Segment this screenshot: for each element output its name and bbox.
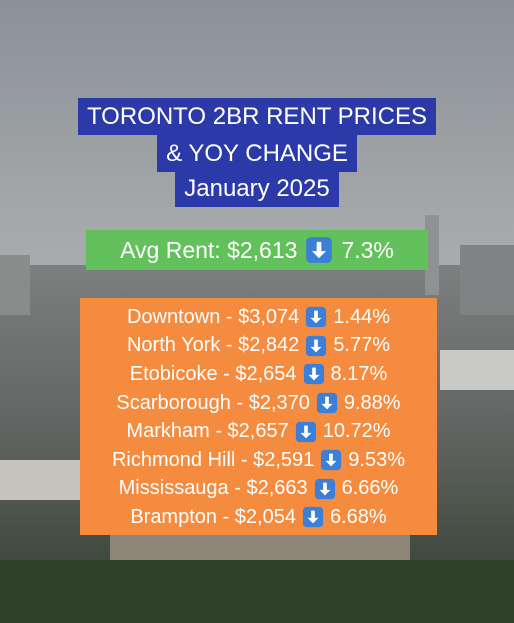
icon-arrow (319, 482, 331, 496)
icon-arrow (310, 339, 322, 353)
title-text: January 2025 (175, 170, 339, 207)
region-change: 8.17% (330, 362, 388, 385)
region-label: Downtown - $3,074 (126, 305, 300, 328)
trees (0, 560, 514, 623)
icon-arrow (321, 396, 333, 410)
region-row: Mississauga - $2,663 6.66% (80, 475, 437, 504)
building (0, 460, 80, 500)
average-banner: Avg Rent: $2,613 7.3% (86, 230, 428, 270)
building (425, 215, 439, 295)
icon-arrow (307, 511, 319, 524)
region-change: 9.88% (343, 391, 401, 414)
average-change: 7.3% (341, 236, 394, 263)
region-row: Scarborough - $2,370 9.88% (80, 389, 437, 418)
icon-arrow (312, 241, 327, 259)
down-arrow-icon (306, 307, 327, 328)
down-arrow-icon (306, 335, 327, 356)
down-arrow-icon (316, 392, 337, 414)
region-label: Mississauga - $2,663 (118, 477, 308, 500)
title-text: TORONTO 2BR RENT PRICES (77, 98, 437, 135)
down-arrow-icon (302, 507, 324, 528)
down-arrow-icon (321, 450, 342, 471)
region-row: Downtown - $3,074 1.44% (80, 303, 437, 332)
average-label: Avg Rent: $2,613 (120, 236, 298, 263)
region-change: 6.68% (329, 505, 387, 528)
building (460, 245, 514, 315)
icon-arrow (308, 368, 320, 381)
region-label: Markham - $2,657 (126, 420, 289, 443)
region-label: Scarborough - $2,370 (116, 391, 310, 414)
region-row: Brampton - $2,054 6.68% (80, 503, 437, 532)
building (440, 350, 514, 390)
region-row: Markham - $2,657 10.72% (80, 417, 437, 446)
region-row: Etobicoke - $2,654 8.17% (80, 360, 437, 389)
region-change: 10.72% (322, 420, 391, 443)
building (0, 255, 30, 315)
region-label: North York - $2,842 (126, 334, 300, 357)
title-line: & YOY CHANGE (0, 135, 514, 172)
down-arrow-icon (295, 421, 316, 442)
region-change: 9.53% (348, 448, 406, 471)
icon-arrow (325, 453, 337, 467)
region-change: 1.44% (333, 305, 391, 328)
region-row: North York - $2,842 5.77% (80, 332, 437, 361)
region-label: Brampton - $2,054 (130, 505, 296, 528)
region-change: 6.66% (341, 477, 399, 500)
down-arrow-icon (303, 364, 324, 385)
region-change: 5.77% (333, 334, 391, 357)
title-text: & YOY CHANGE (157, 135, 357, 172)
title-line: January 2025 (0, 170, 514, 207)
region-label: Etobicoke - $2,654 (129, 362, 297, 385)
region-list: Downtown - $3,074 1.44% North York - $2,84… (80, 298, 437, 535)
icon-arrow (300, 425, 312, 439)
title-line: TORONTO 2BR RENT PRICES (0, 98, 514, 135)
icon-arrow (310, 310, 322, 324)
region-row: Richmond Hill - $2,591 9.53% (80, 446, 437, 475)
region-label: Richmond Hill - $2,591 (111, 448, 315, 471)
down-arrow-icon (306, 237, 333, 263)
down-arrow-icon (314, 478, 335, 499)
